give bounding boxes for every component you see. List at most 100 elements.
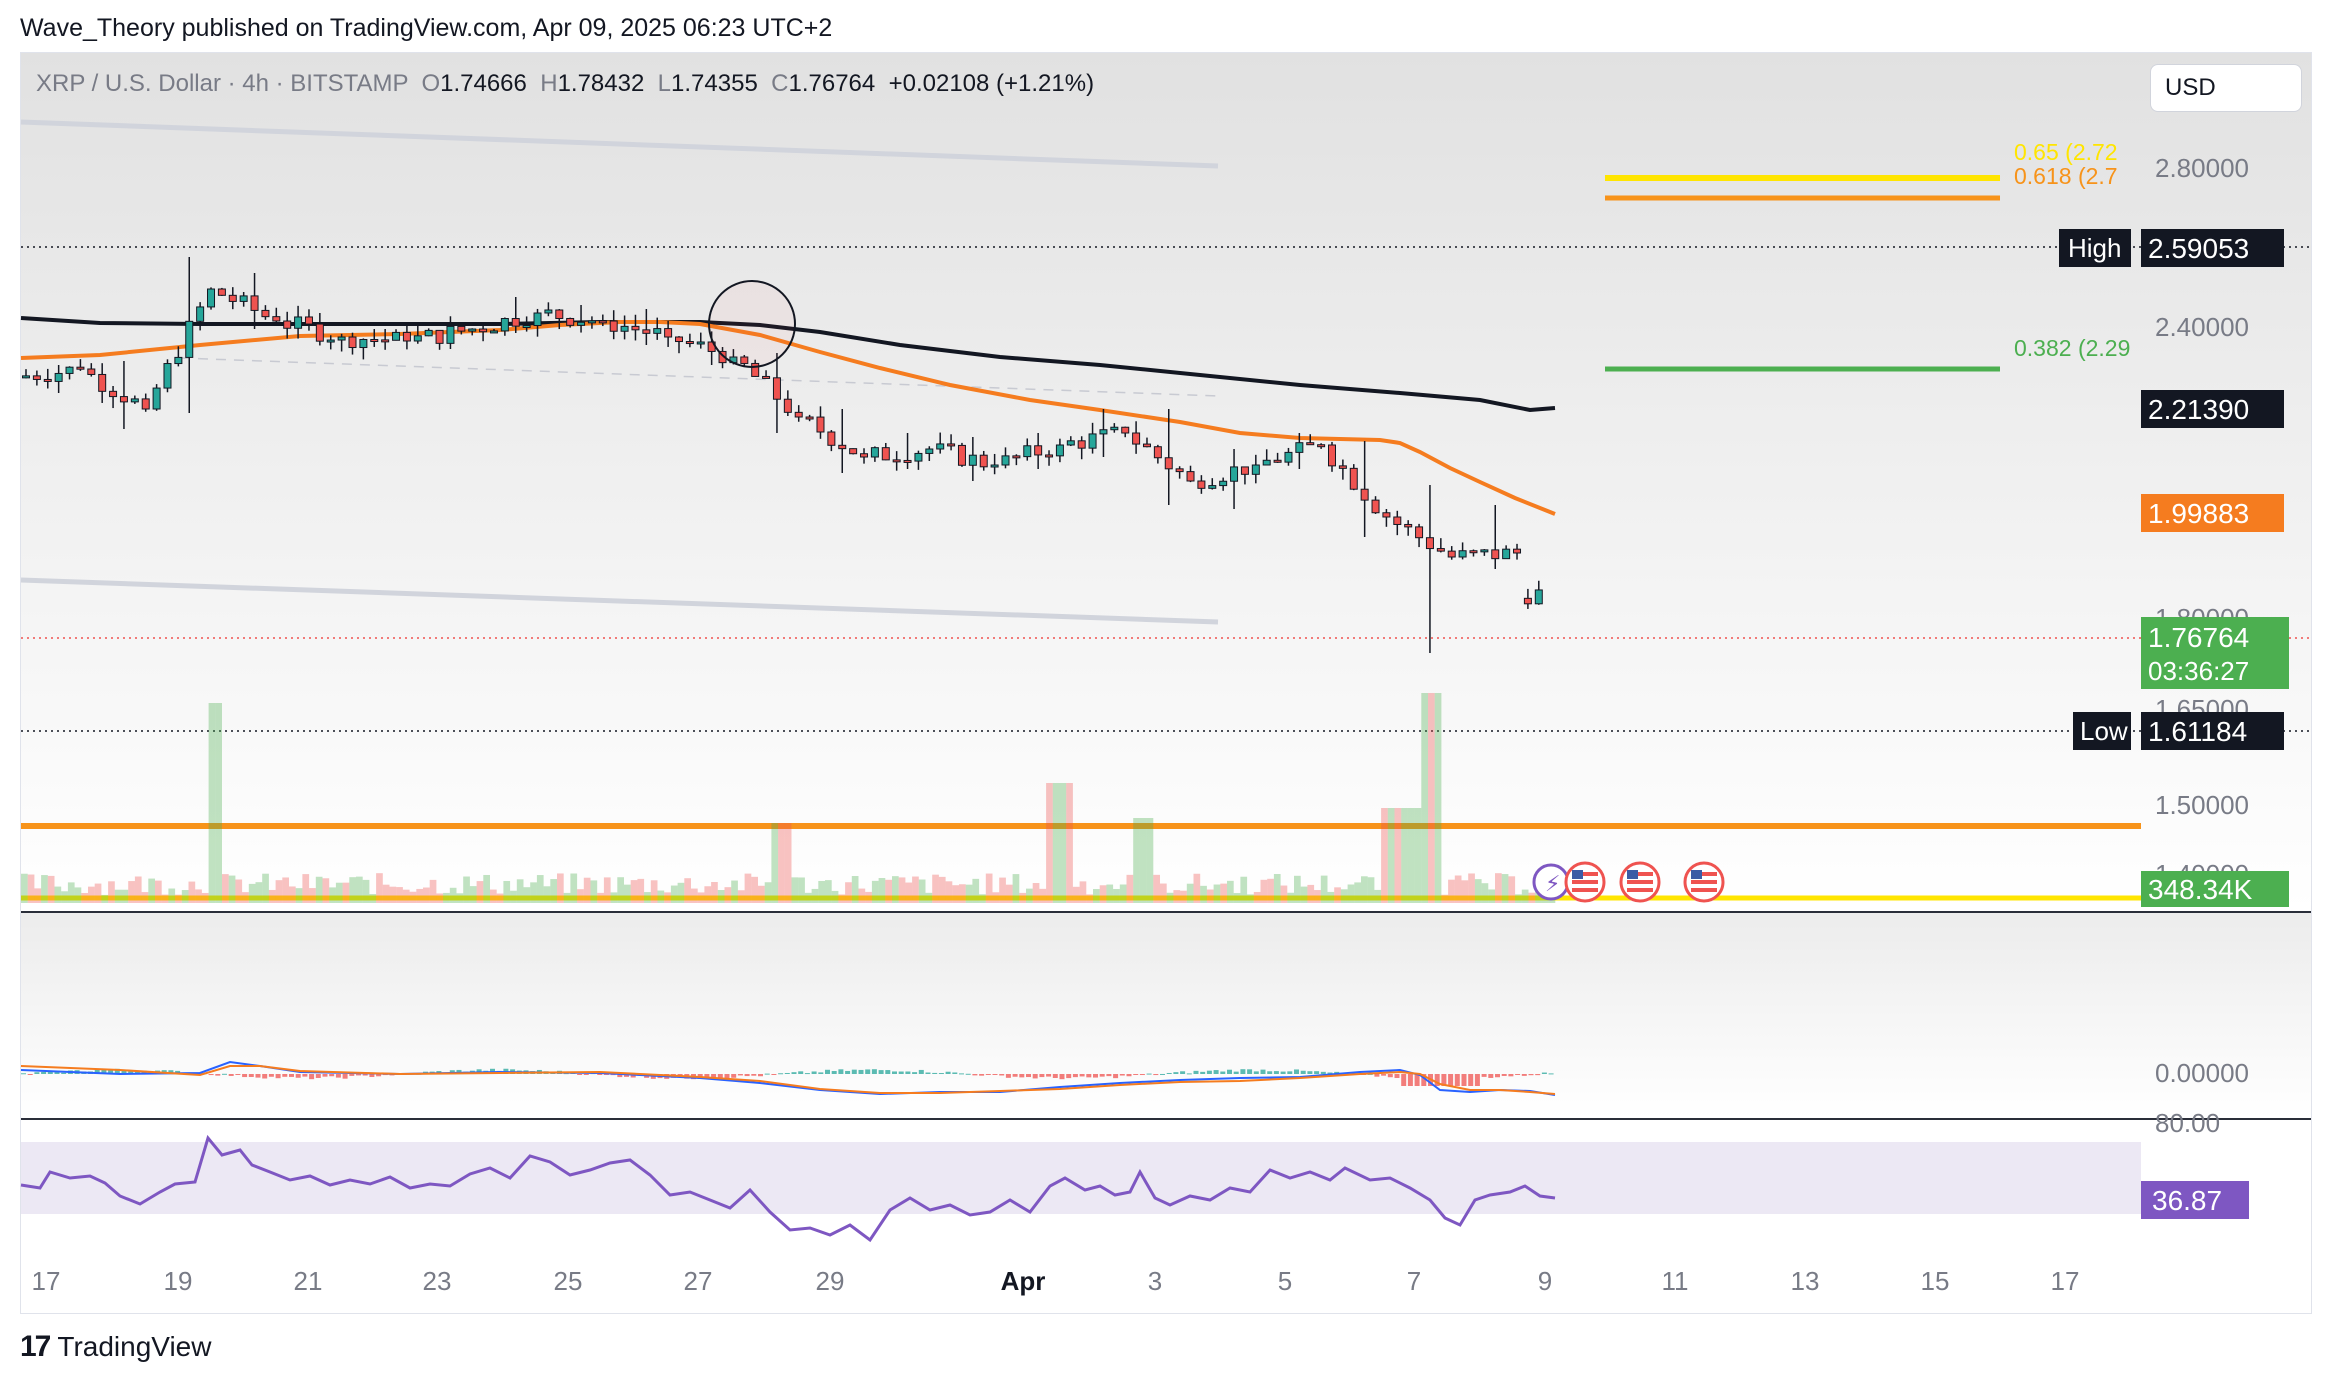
volume-bar [490,889,497,903]
macd-bar [1280,1071,1286,1074]
candle-body [979,454,988,468]
candle-body [957,444,966,466]
macd-bar [1508,1074,1514,1077]
macd-bar [295,1074,301,1078]
candle-body [43,378,52,382]
macd-bar [1206,1070,1212,1074]
volume-bar [510,890,517,903]
macd-bar [1320,1071,1326,1074]
candle-body [675,336,683,343]
volume-bar [1401,808,1408,903]
candle-body [185,320,194,358]
candle-body [326,339,335,343]
volume-bar [1454,875,1462,903]
volume-bar [871,880,879,903]
volume-bar [1361,876,1368,903]
volume-bar [1394,808,1402,903]
volume-bar [1273,874,1281,903]
macd-bar [825,1069,830,1074]
candle-body [54,372,63,382]
currency-button[interactable]: USD [2150,64,2302,112]
chart-frame[interactable] [20,52,2312,1314]
macd-bar [315,1074,321,1078]
volume-bar [972,878,980,903]
macd-bar [1240,1069,1246,1074]
macd-bar [309,1074,315,1080]
candle-body [1436,548,1445,552]
volume-value: 348.34K [2148,874,2253,905]
macd-bar [1173,1072,1179,1074]
macd-bar [603,1074,609,1075]
candle-body [740,356,749,364]
candle-body [250,295,259,311]
volume-bar [804,892,812,903]
macd-bar [1515,1074,1521,1075]
macd-bar [1180,1071,1186,1074]
macd-bar [1387,1074,1393,1078]
symbol-title[interactable]: XRP / U.S. Dollar · 4h · BITSTAMP [36,70,409,97]
us-flag-event-icon[interactable] [1619,861,1661,903]
candle-body [217,288,226,296]
macd-bar [1481,1074,1487,1077]
candle-body [22,375,30,379]
macd-bar [222,1073,227,1075]
macd-bar [362,1074,368,1076]
macd-bar [168,1070,174,1074]
volume-bar [959,884,966,903]
candle-body [827,431,836,446]
main-pane[interactable] [21,53,2311,911]
candle-body [511,318,520,327]
candle-body [1251,464,1260,475]
volume-bar [717,889,725,903]
macd-bar [248,1074,254,1077]
price-tick: 2.80000 [2155,153,2249,183]
volume-bar [1052,783,1060,903]
volume-bar [617,877,624,903]
macd-bar [1461,1074,1467,1086]
volume-bar [1508,876,1516,903]
volume-bar [851,876,859,903]
volume-bar [811,888,819,903]
candle-body [1523,597,1532,605]
lightning-event-icon[interactable]: ⚡ [1532,863,1570,901]
candle-body [816,416,825,433]
candle-body [968,454,977,466]
macd-bar [1448,1074,1454,1086]
volume-bar [322,878,330,903]
volume-bar [691,888,698,903]
macd-bar [289,1074,294,1077]
macd-bar [1005,1074,1011,1078]
us-flag-event-icon[interactable] [1564,861,1606,903]
candle-body [87,368,96,375]
macd-bar [1072,1074,1078,1078]
candle-body [1491,549,1500,560]
volume-bar [128,881,135,903]
volume-bar [1421,693,1428,903]
us-flag-event-icon[interactable] [1683,861,1725,903]
low-value: 1.61184 [2148,716,2247,747]
fib-065-label: 0.65 (2.72 [2014,139,2118,165]
macd-bar [1052,1074,1058,1078]
macd-bar [262,1074,268,1079]
volume-bar [1414,808,1422,903]
macd-bar [1541,1072,1547,1074]
volume-bar [1146,818,1154,903]
volume-bar [242,892,249,903]
volume-bar [1441,894,1449,903]
volume-bar [1220,883,1227,903]
high-value-box [2141,229,2284,267]
volume-bar [1066,783,1073,903]
candle-body [1480,549,1489,553]
volume-bar [1428,693,1435,903]
candle-body [762,375,771,379]
macd-bar [972,1074,978,1076]
volume-bar [1253,891,1261,903]
candle-body [783,398,792,413]
macd-pane[interactable] [21,913,2311,1118]
tradingview-logo[interactable]: 17 TradingView [20,1330,211,1364]
volume-bar [1186,883,1194,903]
candle-body [1142,443,1151,448]
volume-bar [215,703,222,903]
macd-bar [356,1074,361,1076]
